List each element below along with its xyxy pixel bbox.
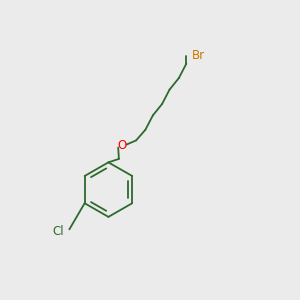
Text: Br: Br — [192, 49, 205, 62]
Text: Cl: Cl — [52, 225, 64, 238]
Text: O: O — [118, 139, 127, 152]
